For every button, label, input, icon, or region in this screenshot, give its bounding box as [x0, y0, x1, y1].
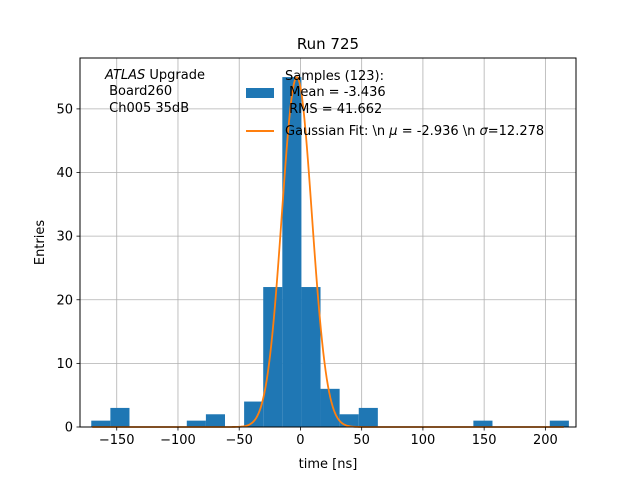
y-tick-label: 20: [56, 293, 73, 308]
y-axis-label: Entries: [33, 220, 48, 266]
histogram-bar: [473, 420, 493, 427]
legend: Samples (123): Mean = -3.436 RMS = 41.66…: [246, 69, 544, 139]
y-tick-label: 10: [56, 357, 73, 372]
legend-fit-suffix: =12.278: [488, 124, 544, 139]
atlas-annotation: ATLAS Upgrade Board260 Ch005 35dB: [104, 68, 205, 116]
histogram-bars: [91, 77, 569, 427]
annotation-upgrade: Upgrade: [145, 68, 205, 83]
histogram-bar: [244, 401, 264, 427]
legend-fit-mid: = -2.936 \n: [398, 124, 480, 139]
y-tick-label: 30: [56, 230, 73, 245]
legend-fit-label: Gaussian Fit: \n μ = -2.936 \n σ=12.278: [285, 124, 544, 139]
histogram-bar: [301, 287, 321, 427]
annotation-line-3: Ch005 35dB: [105, 101, 189, 116]
legend-swatch-samples: [246, 88, 274, 98]
legend-fit-mu: μ: [388, 124, 397, 139]
chart-title: Run 725: [297, 35, 359, 53]
x-tick-label: 50: [353, 433, 370, 448]
histogram-bar: [263, 287, 283, 427]
annotation-line-2: Board260: [105, 84, 172, 99]
x-tick-label: −150: [99, 433, 135, 448]
x-tick-label: 100: [410, 433, 435, 448]
histogram-bar: [549, 420, 569, 427]
histogram-bar: [339, 414, 359, 427]
x-tick-label: 200: [533, 433, 558, 448]
legend-samples-line-2: Mean = -3.436: [285, 85, 386, 100]
histogram-bar: [91, 420, 111, 427]
histogram-bar: [186, 420, 206, 427]
histogram-bar: [320, 388, 340, 427]
histogram-bar: [358, 407, 378, 427]
x-tick-label: −50: [225, 433, 252, 448]
histogram-bar: [282, 77, 302, 427]
y-tick-label: 50: [56, 102, 73, 117]
grid: [80, 58, 576, 428]
x-tick-label: 0: [296, 433, 304, 448]
plot-frame: [79, 57, 577, 428]
histogram-bar: [110, 407, 130, 427]
y-tick-label: 0: [65, 421, 73, 436]
x-tick-label: 150: [472, 433, 497, 448]
annotation-line-1: ATLAS Upgrade: [104, 68, 205, 83]
x-axis-label: time [ns]: [299, 457, 358, 472]
legend-samples-line-3: RMS = 41.662: [285, 102, 382, 117]
legend-fit-sigma: σ: [480, 124, 489, 139]
x-tick-label: −100: [160, 433, 196, 448]
y-tick-label: 40: [56, 166, 73, 181]
legend-fit-prefix: Gaussian Fit: \n: [285, 124, 389, 139]
annotation-atlas: ATLAS: [104, 68, 145, 83]
axis-ticks: −150 −100 −50 0 50 100 150 200 0 10 20 30 40 50: [56, 102, 557, 448]
histogram-bar: [205, 414, 226, 427]
legend-samples-line-1: Samples (123):: [285, 69, 384, 84]
